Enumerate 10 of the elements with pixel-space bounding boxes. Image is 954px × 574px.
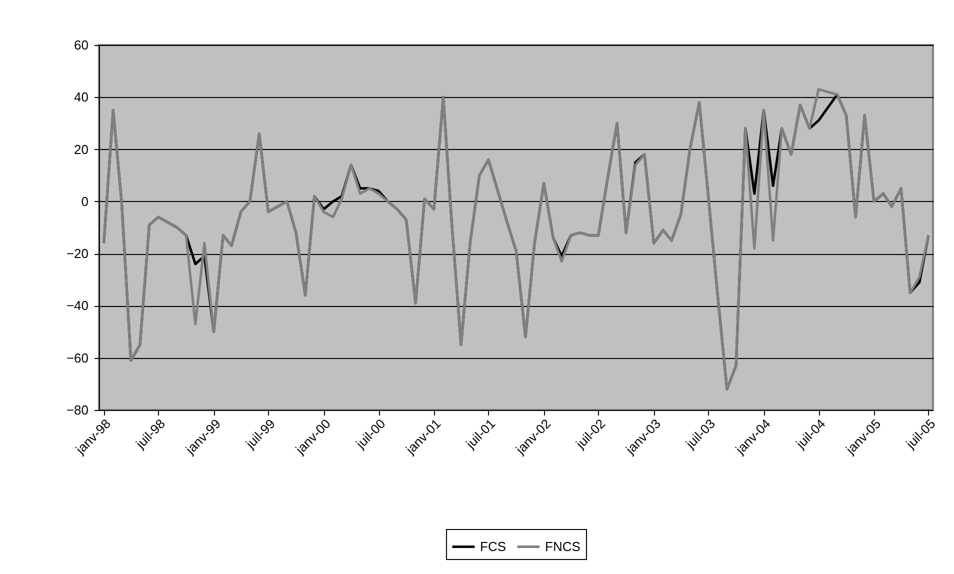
y-tick-label: 40 (74, 90, 88, 105)
y-tick-label: 60 (74, 38, 88, 52)
y-tick-label: 20 (74, 142, 88, 157)
legend-label: FCS (480, 538, 506, 554)
y-tick-label: −80 (66, 402, 88, 418)
y-tick-label: −60 (66, 350, 88, 366)
y-tick-label: 0 (81, 194, 88, 209)
y-tick-label: −20 (66, 246, 88, 262)
y-tick-label: −40 (66, 298, 88, 314)
legend-label: FNCS (545, 538, 581, 554)
